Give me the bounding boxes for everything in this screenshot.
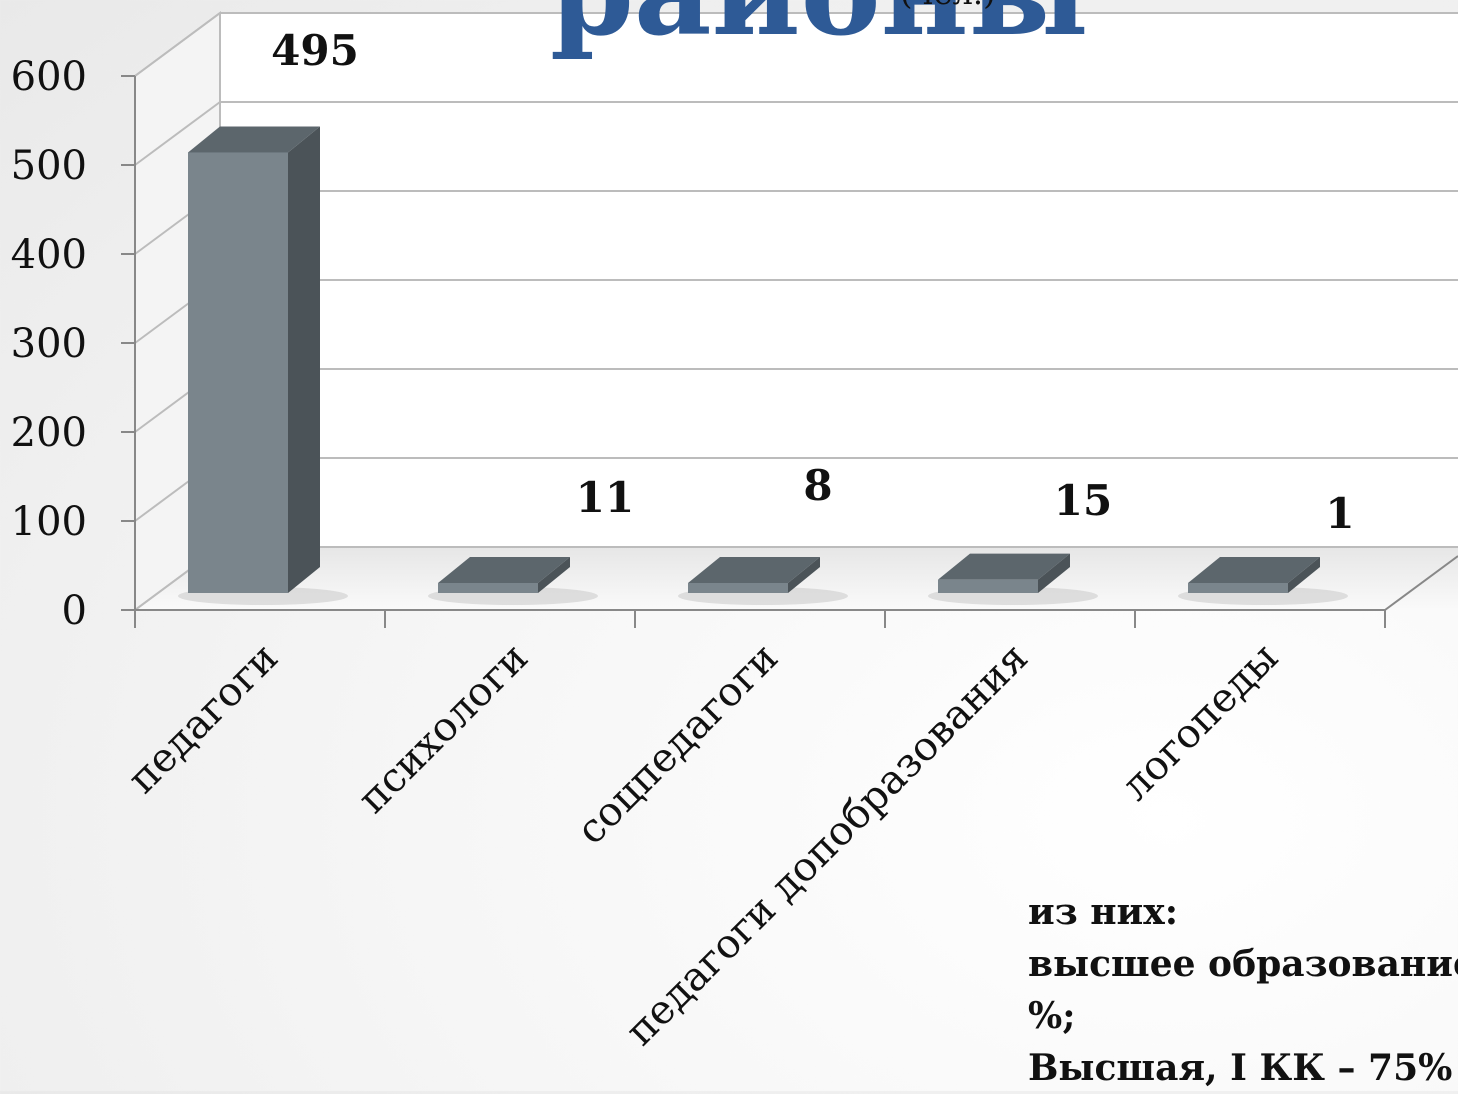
y-tick-label: 0 bbox=[62, 588, 87, 634]
notes-line-2: высшее образование bbox=[1028, 943, 1458, 985]
category-label-5: логопеды bbox=[1112, 635, 1287, 810]
bars bbox=[178, 126, 1348, 605]
chart-title: районы bbox=[550, 0, 1089, 63]
bar-4 bbox=[928, 553, 1098, 605]
bar-top bbox=[438, 557, 570, 583]
bar-side bbox=[788, 557, 820, 593]
axes bbox=[121, 75, 1458, 628]
bar-front bbox=[438, 583, 538, 593]
gridlines bbox=[134, 12, 1458, 611]
chart-title-unit: (чел.) bbox=[900, 0, 996, 12]
bar-side bbox=[1038, 553, 1070, 593]
category-label-4: педагоги допобразования bbox=[617, 635, 1037, 1055]
bar-top bbox=[688, 557, 820, 583]
bar-2 bbox=[428, 557, 598, 605]
category-label-1: педагоги bbox=[119, 635, 287, 803]
notes-line-4: Высшая, I КК – 75% bbox=[1028, 1047, 1453, 1089]
bar-top bbox=[938, 553, 1070, 580]
category-label-3: соцпедагоги bbox=[568, 635, 787, 854]
y-tick-label: 300 bbox=[11, 321, 87, 367]
bar-front bbox=[1188, 583, 1288, 593]
gridline-depth bbox=[134, 101, 221, 166]
data-label-2: 11 bbox=[576, 473, 634, 522]
bar-side bbox=[288, 126, 320, 593]
data-label-3: 8 bbox=[803, 461, 832, 510]
y-tick-label: 600 bbox=[11, 54, 87, 100]
notes-block: из них: высшее образование %; Высшая, I … bbox=[1028, 886, 1458, 1094]
bar-top bbox=[188, 126, 320, 153]
bar-5 bbox=[1178, 557, 1348, 605]
notes-line-3: %; bbox=[1028, 995, 1076, 1037]
bar-front bbox=[938, 579, 1038, 593]
x-axis-depth bbox=[1384, 555, 1458, 611]
y-tick-label: 200 bbox=[11, 410, 87, 456]
y-tick-label: 400 bbox=[11, 232, 87, 278]
bar-front bbox=[688, 583, 788, 593]
category-label-2: психологи bbox=[349, 635, 537, 823]
bar-side bbox=[538, 557, 570, 593]
bar-side bbox=[1288, 557, 1320, 593]
data-label-5: 1 bbox=[1325, 489, 1354, 538]
y-tick-label: 100 bbox=[11, 499, 87, 545]
bar-3 bbox=[678, 557, 848, 605]
y-tick-label: 500 bbox=[11, 143, 87, 189]
data-label-1: 495 bbox=[271, 26, 359, 75]
bar-1 bbox=[178, 126, 348, 605]
bar-front bbox=[188, 152, 288, 593]
bar-top bbox=[1188, 557, 1320, 583]
data-label-4: 15 bbox=[1054, 476, 1112, 525]
notes-line-1: из них: bbox=[1028, 891, 1179, 933]
gridline-depth bbox=[134, 12, 221, 77]
